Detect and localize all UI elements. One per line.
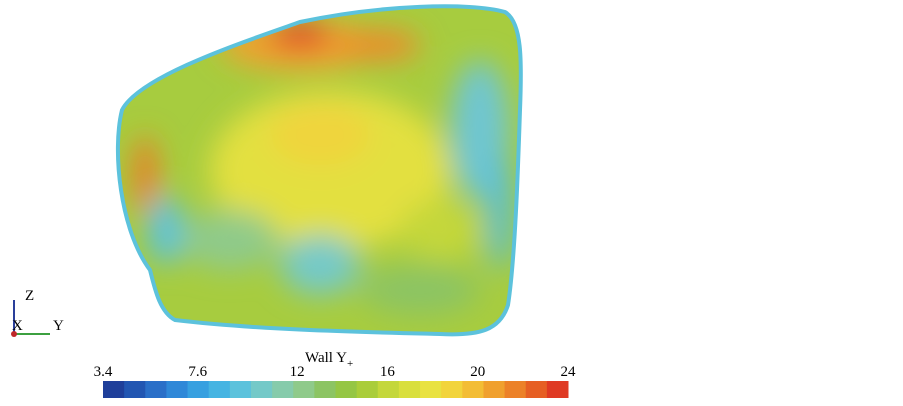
- colorbar-tick-label: 24: [561, 364, 577, 380]
- colorbar-band: [314, 381, 336, 398]
- colorbar-band: [546, 381, 569, 398]
- colorbar-band: [293, 381, 315, 398]
- contour-outline: [115, 4, 523, 337]
- colorbar-band: [145, 381, 167, 398]
- contour-field: [117, 6, 521, 335]
- axis-label: X: [12, 318, 23, 334]
- colorbar-band: [356, 381, 379, 398]
- colorbar-tick-label: 7.6: [188, 364, 207, 380]
- colorbar-tick-label: 12: [290, 364, 305, 380]
- colorbar-band: [504, 381, 527, 398]
- colorbar-band: [525, 381, 548, 398]
- colorbar-band: [103, 381, 125, 398]
- axes-triad: Z X Y: [11, 288, 64, 337]
- colorbar-tick-label: 20: [470, 364, 485, 380]
- colorbar-band: [483, 381, 506, 398]
- colorbar-band: [398, 381, 421, 398]
- colorbar-band: [229, 381, 252, 398]
- colorbar-band: [124, 381, 146, 398]
- axis-label: Z: [25, 288, 34, 304]
- colorbar-band: [420, 381, 442, 398]
- colorbar-label-subscript: +: [347, 358, 353, 370]
- axis-label: Y: [53, 318, 64, 334]
- colorbar-tick-label: 3.4: [94, 364, 113, 380]
- colorbar-band: [187, 381, 210, 398]
- colorbar-label-text: Wall Y: [305, 350, 347, 366]
- colorbar-band: [208, 381, 231, 398]
- colorbar-band: [166, 381, 189, 398]
- colorbar-tick-label: 16: [380, 364, 396, 380]
- colorbar-band: [335, 381, 358, 398]
- colorbar-band: [250, 381, 273, 398]
- colorbar-band: [441, 381, 463, 398]
- x-axis-dot: [11, 331, 17, 337]
- colorbar-band: [462, 381, 484, 398]
- colorbar-band: [272, 381, 294, 398]
- colorbar-label: Wall Y+: [305, 350, 353, 370]
- colorbar-band: [377, 381, 400, 398]
